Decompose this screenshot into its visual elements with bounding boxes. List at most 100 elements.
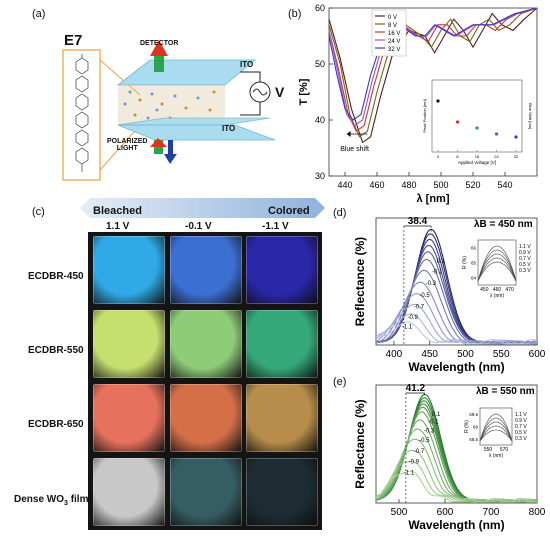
row-label-4: Dense WO3 film bbox=[14, 494, 89, 507]
inset-curve bbox=[479, 413, 513, 442]
legend-title: λB = 550 nm bbox=[476, 386, 535, 397]
x-tick-label: 500 bbox=[433, 180, 448, 190]
panel-e-label: (e) bbox=[333, 376, 347, 388]
voltage-header-3: -1.1 V bbox=[262, 221, 289, 232]
series-line bbox=[328, 7, 538, 133]
inset-curve bbox=[477, 245, 517, 282]
inset-x-label: λ (nm) bbox=[489, 453, 504, 459]
sample-swatch bbox=[246, 310, 318, 378]
inset-curve bbox=[477, 249, 517, 282]
reflectance-curve bbox=[375, 449, 538, 503]
x-tick-label: 550 bbox=[493, 349, 510, 360]
inset-y-label: R (%) bbox=[462, 256, 468, 269]
sample-swatch bbox=[246, 384, 318, 452]
curve-label: -0.3 bbox=[424, 428, 435, 434]
x-tick-label: 440 bbox=[337, 180, 352, 190]
inset-x-label: λ (nm) bbox=[490, 293, 505, 299]
series-line bbox=[328, 7, 538, 121]
sample-swatch bbox=[93, 458, 165, 526]
x-tick-label: 540 bbox=[497, 180, 512, 190]
x-axis-label: Wavelength (nm) bbox=[408, 518, 504, 532]
inset-x-tick-label: 16 bbox=[475, 154, 480, 159]
legend-label: 8 V bbox=[388, 23, 397, 29]
inset-y-tick-label: 69 bbox=[473, 425, 479, 430]
inset-curve-label: 0.9 V bbox=[519, 250, 531, 256]
inset-curve-label: 0.7 V bbox=[519, 256, 531, 262]
x-tick-label: 500 bbox=[391, 507, 408, 518]
plot-frame bbox=[375, 384, 538, 504]
inset-y-tick-label: 68.5 bbox=[469, 437, 478, 442]
inset-curve bbox=[477, 261, 517, 282]
bleached-colored-arrow bbox=[80, 198, 325, 218]
legend-label: 32 V bbox=[388, 47, 400, 53]
legend-label: 0 V bbox=[388, 15, 397, 21]
x-tick-label: 450 bbox=[421, 349, 438, 360]
inset-y-label: R (%) bbox=[464, 420, 470, 433]
detector-label: DETECTOR bbox=[140, 40, 179, 47]
reflectance-curve bbox=[375, 393, 537, 502]
x-tick-label: 500 bbox=[457, 349, 474, 360]
inset-x-tick-label: 470 bbox=[505, 287, 514, 293]
row-label-3: ECDBR-650 bbox=[28, 419, 84, 430]
x-axis-label: Wavelength (nm) bbox=[408, 360, 504, 374]
inset-curve-label: 0.7 V bbox=[515, 424, 527, 430]
curve-label: -0.3 bbox=[426, 281, 437, 287]
inset-point bbox=[455, 120, 460, 124]
inset-curve bbox=[479, 421, 513, 442]
x-tick-label: 460 bbox=[369, 180, 384, 190]
inset-curve-label: 0.9 V bbox=[515, 418, 527, 424]
plot-frame bbox=[328, 7, 538, 177]
inset-x-tick-label: 450 bbox=[480, 287, 489, 293]
x-tick-label: 600 bbox=[437, 507, 454, 518]
x-tick-label: 600 bbox=[529, 349, 546, 360]
inset-point bbox=[514, 135, 518, 139]
reflectance-curve bbox=[375, 419, 538, 503]
ito-top-label: ITO bbox=[240, 60, 254, 69]
x-tick-label: 700 bbox=[483, 507, 500, 518]
inset-x-tick-label: 32 bbox=[514, 154, 519, 159]
sample-swatch bbox=[246, 458, 318, 526]
sample-swatch bbox=[246, 236, 318, 304]
y-axis-label: T [%] bbox=[298, 78, 310, 105]
y-axis-label: Reflectance (%) bbox=[353, 237, 367, 326]
curve-label: -0.5 bbox=[419, 293, 430, 299]
sample-swatch bbox=[170, 310, 242, 378]
curve-label: -1.1 bbox=[402, 324, 413, 330]
inset-y-tick-label: 65 bbox=[471, 261, 477, 266]
peak-shift-value: 38.4 bbox=[408, 216, 428, 227]
panel-a-schematic bbox=[62, 40, 276, 181]
reflectance-curve bbox=[375, 470, 537, 503]
inset-curve-label: 0.5 V bbox=[515, 430, 527, 436]
voltage-header-1: 1.1 V bbox=[106, 221, 130, 232]
voltage-header-2: -0.1 V bbox=[185, 221, 212, 232]
x-axis-label: λ [nm] bbox=[417, 193, 450, 205]
curve-label: -0.9 bbox=[409, 460, 420, 466]
reflectance-curve bbox=[375, 321, 538, 345]
inset-curve bbox=[477, 253, 517, 282]
inset-point bbox=[494, 132, 499, 136]
curve-label: -0.9 bbox=[407, 315, 418, 321]
legend-label: 16 V bbox=[388, 31, 400, 37]
inset-curve bbox=[479, 425, 513, 442]
inset-curve bbox=[477, 257, 517, 282]
inset-x-tick-label: 24 bbox=[494, 154, 499, 159]
curve-label: -0.1 bbox=[428, 420, 439, 426]
inset-x-tick-label: 570 bbox=[500, 447, 509, 453]
inset-frame bbox=[431, 79, 523, 153]
inset-y-tick-label: 69.5 bbox=[469, 412, 478, 417]
inset-curve bbox=[479, 429, 513, 442]
panel-a-label: (a) bbox=[32, 8, 46, 20]
row-label-1: ECDBR-450 bbox=[28, 271, 84, 282]
y-axis-label: Reflectance (%) bbox=[353, 399, 367, 488]
inset-curve-label: 1.1 V bbox=[519, 244, 531, 250]
curve-label: -0.7 bbox=[414, 449, 425, 455]
voltage-label: V bbox=[275, 84, 285, 100]
sample-swatch bbox=[93, 384, 165, 452]
inset-point bbox=[436, 99, 440, 103]
reflectance-curve bbox=[375, 303, 538, 345]
inset-x-tick-label: 550 bbox=[484, 447, 493, 453]
inset-curve-label: 0.5 V bbox=[519, 262, 531, 268]
blue-shift-arrowhead bbox=[346, 131, 351, 137]
ito-bottom-label: ITO bbox=[222, 124, 236, 133]
